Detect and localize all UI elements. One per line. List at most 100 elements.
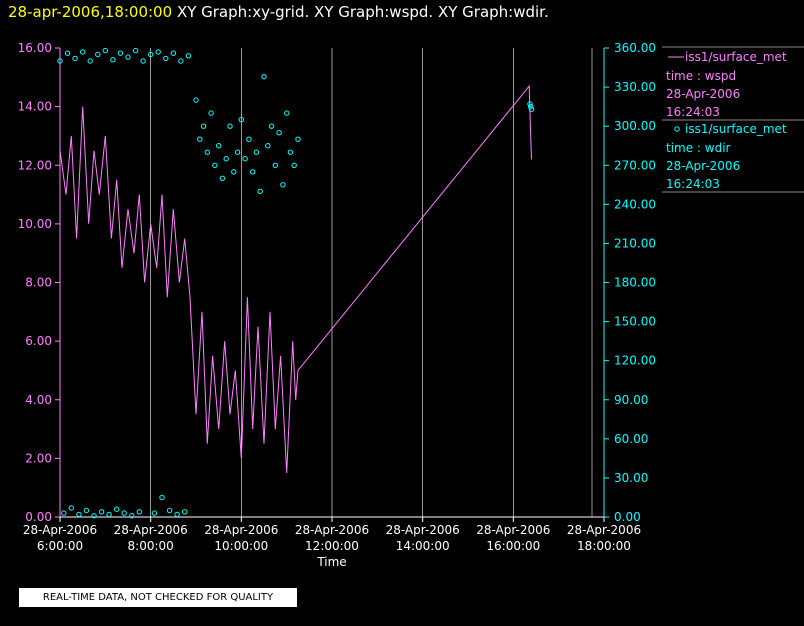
left-tick-label: 12.00 — [18, 158, 52, 172]
wdir-point — [68, 505, 75, 511]
wdir-point — [80, 49, 86, 55]
left-tick-label: 0.00 — [25, 510, 52, 524]
grid-lines — [150, 48, 593, 517]
left-tick-label: 8.00 — [25, 276, 52, 290]
right-tick-label: 120.00 — [614, 354, 656, 368]
wdir-point — [95, 51, 101, 58]
wdir-point — [204, 149, 211, 155]
wdir-point — [250, 169, 256, 175]
wdir-point — [83, 507, 90, 514]
x-tick-date: 28-Apr-2006 — [567, 523, 641, 537]
x-tick-time: 6:00:00 — [37, 539, 83, 553]
legend-wdir-var: time : wdir — [666, 141, 731, 155]
wdir-point — [106, 511, 112, 518]
right-tick-label: 150.00 — [614, 315, 656, 329]
wdir-point — [527, 101, 533, 107]
wdir-point — [238, 117, 245, 123]
wdir-point — [117, 50, 124, 56]
wdir-point — [227, 123, 233, 129]
header-graph-list: XY Graph:xy-grid. XY Graph:wspd. XY Grap… — [176, 3, 549, 21]
left-tick-label: 14.00 — [18, 100, 52, 114]
wdir-point — [163, 55, 169, 62]
x-tick-date: 28-Apr-2006 — [23, 523, 97, 537]
wdir-point — [178, 58, 184, 64]
quality-notice: REAL-TIME DATA, NOT CHECKED FOR QUALITY — [19, 588, 297, 607]
wspd-series-line — [59, 84, 532, 474]
wdir-point — [284, 110, 290, 116]
wdir-point — [57, 58, 63, 64]
wdir-point — [98, 509, 105, 515]
wdir-point — [166, 507, 173, 514]
wdir-point — [76, 511, 82, 518]
legend-wspd-name: iss1/surface_met — [685, 50, 787, 64]
wdir-point — [528, 103, 534, 110]
wdir-point — [151, 510, 158, 516]
wdir-point — [242, 156, 248, 162]
right-axis-ticks: 0.00 30.00 60.00 90.00 120.00 150.00 180.00 210… — [604, 41, 656, 524]
legend-wdir-name: iss1/surface_met — [685, 122, 787, 136]
wdir-point — [125, 54, 131, 60]
header-timestamp: 28-apr-2006,18:00:00 — [8, 3, 173, 21]
wdir-point — [110, 57, 116, 63]
right-tick-label: 0.00 — [614, 510, 641, 524]
left-tick-label: 6.00 — [25, 334, 52, 348]
wdir-point — [91, 513, 97, 519]
left-tick-label: 4.00 — [25, 393, 52, 407]
wdir-point — [197, 136, 203, 142]
left-tick-label: 10.00 — [18, 217, 52, 231]
x-tick-time: 16:00:00 — [486, 539, 540, 553]
wdir-point — [121, 510, 127, 516]
wdir-point — [223, 156, 229, 162]
wdir-point — [246, 136, 252, 142]
legend-wdir-swatch — [674, 126, 680, 132]
wdir-point — [261, 74, 267, 80]
wdir-point — [272, 162, 278, 169]
wdir-point — [182, 509, 188, 515]
x-tick-date: 28-Apr-2006 — [295, 523, 369, 537]
wdir-point — [219, 175, 226, 182]
wdir-point — [234, 149, 241, 155]
wdir-point — [148, 51, 154, 58]
legend-wspd-var: time : wspd — [666, 69, 736, 83]
wdir-point — [185, 53, 192, 59]
left-tick-label: 16.00 — [18, 41, 52, 55]
wdir-point — [72, 55, 78, 62]
wdir-point — [253, 149, 260, 155]
wdir-point — [136, 509, 143, 515]
x-tick-time: 18:00:00 — [577, 539, 631, 553]
wdir-point — [102, 47, 109, 54]
wdir-point — [291, 162, 297, 169]
wdir-point — [132, 47, 139, 54]
wdir-point — [265, 143, 271, 149]
wdir-point — [114, 506, 120, 512]
wdir-point — [193, 97, 199, 103]
wdir-point — [268, 123, 275, 129]
x-tick-time: 14:00:00 — [396, 539, 450, 553]
legend: iss1/surface_met time : wspd 28-Apr-2006… — [662, 46, 804, 193]
right-tick-label: 300.00 — [614, 119, 656, 133]
x-tick-date: 28-Apr-2006 — [114, 523, 188, 537]
x-tick-date: 28-Apr-2006 — [476, 523, 550, 537]
wdir-point — [159, 494, 165, 501]
wdir-point — [170, 50, 177, 56]
left-tick-label: 2.00 — [25, 451, 52, 465]
legend-wdir-date: 28-Apr-2006 — [666, 159, 740, 173]
wdir-point — [64, 50, 71, 56]
wdir-point — [174, 511, 180, 518]
right-tick-label: 210.00 — [614, 236, 656, 250]
wdir-point — [257, 188, 263, 195]
x-tick-time: 8:00:00 — [128, 539, 174, 553]
x-tick-date: 28-Apr-2006 — [204, 523, 278, 537]
legend-wdir-time: 16:24:03 — [666, 177, 720, 191]
right-tick-label: 270.00 — [614, 158, 656, 172]
x-tick-time: 10:00:00 — [214, 539, 268, 553]
wdir-point — [208, 110, 214, 116]
wdir-point — [216, 143, 222, 149]
wdir-point — [280, 182, 286, 188]
legend-wspd-date: 28-Apr-2006 — [666, 87, 740, 101]
wdir-point — [87, 58, 93, 64]
wdir-point — [212, 162, 218, 169]
x-axis-ticks: 28-Apr-2006 6:00:00 28-Apr-2006 8:00:00 28-A… — [23, 517, 641, 553]
chart-header: 28-apr-2006,18:00:00 XY Graph:xy-grid. X… — [8, 3, 549, 21]
wdir-point — [200, 123, 207, 129]
